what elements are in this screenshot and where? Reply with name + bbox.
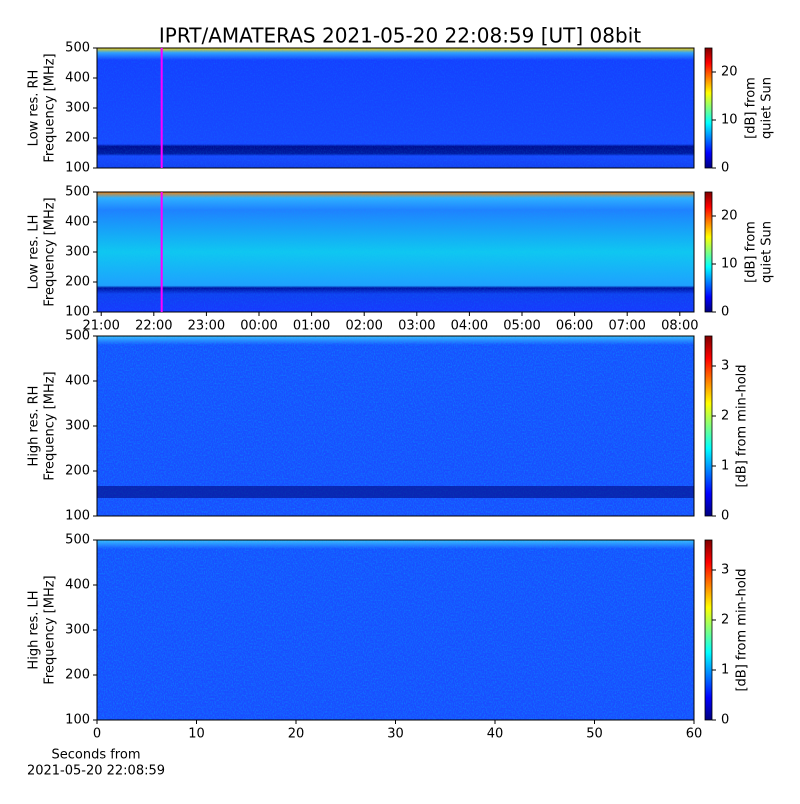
y-tick-label: 300 <box>65 419 90 434</box>
colorbar-tick-label: 0 <box>721 509 729 524</box>
y-axis-label: Frequency [MHz] <box>43 371 58 480</box>
spectrogram-texture <box>97 540 694 720</box>
colorbar-tick-label: 0 <box>721 161 729 176</box>
y-tick-label: 200 <box>65 275 90 290</box>
colorbar-tick-label: 3 <box>721 563 729 578</box>
y-tick-label: 300 <box>65 623 90 638</box>
colorbar-tick-label: 2 <box>721 409 729 424</box>
colorbar-label: quiet Sun <box>760 77 775 139</box>
y-tick-label: 500 <box>65 41 90 56</box>
x-tick-label: 05:00 <box>503 319 540 334</box>
colorbar <box>704 47 713 169</box>
y-tick-label: 200 <box>65 668 90 683</box>
x-tick-label: 20 <box>288 727 305 742</box>
y-tick-label: 200 <box>65 464 90 479</box>
spectrogram-images <box>97 48 694 720</box>
colorbar-label: [dB] from <box>744 77 759 139</box>
spectrogram-band <box>97 486 694 498</box>
y-tick-label: 400 <box>65 578 90 593</box>
x-tick-label: 03:00 <box>398 319 435 334</box>
x-tick-label: 07:00 <box>608 319 645 334</box>
y-axis-label: Low res. LH <box>27 215 42 290</box>
colorbar-tick-label: 1 <box>721 459 729 474</box>
x-tick-label: 10 <box>188 727 205 742</box>
y-tick-label: 200 <box>65 131 90 146</box>
colorbar <box>704 191 713 313</box>
colorbar-label: quiet Sun <box>760 221 775 283</box>
x-tick-label: 23:00 <box>188 319 225 334</box>
x-tick-label: 50 <box>586 727 603 742</box>
y-axis-label: Frequency [MHz] <box>43 197 58 306</box>
colorbar-tick-label: 20 <box>721 209 738 224</box>
spectrogram-texture <box>97 192 694 312</box>
x-tick-label: 02:00 <box>345 319 382 334</box>
colorbar-tick-label: 10 <box>721 113 738 128</box>
y-axis-label: Low res. RH <box>27 70 42 147</box>
colorbar-tick-label: 2 <box>721 613 729 628</box>
y-tick-label: 400 <box>65 374 90 389</box>
x-tick-label: 60 <box>686 727 703 742</box>
y-tick-label: 300 <box>65 245 90 260</box>
y-tick-label: 500 <box>65 329 90 344</box>
colorbar-tick-label: 0 <box>721 305 729 320</box>
y-tick-label: 500 <box>65 185 90 200</box>
colorbar-tick-label: 3 <box>721 359 729 374</box>
x-tick-label: 06:00 <box>556 319 593 334</box>
x-tick-label: 30 <box>387 727 404 742</box>
x-axis-label: Seconds from <box>51 748 140 763</box>
y-tick-label: 100 <box>65 161 90 176</box>
x-tick-label: 08:00 <box>661 319 698 334</box>
y-axis-label: Frequency [MHz] <box>43 53 58 162</box>
y-tick-label: 500 <box>65 533 90 548</box>
colorbar <box>704 335 713 517</box>
x-tick-label: 01:00 <box>293 319 330 334</box>
colorbar-label: [dB] from min-hold <box>735 364 750 487</box>
y-axis-label: Frequency [MHz] <box>43 575 58 684</box>
spectrogram-texture <box>97 48 694 168</box>
y-axis-label: High res. LH <box>27 590 42 669</box>
x-tick-label: 0 <box>93 727 101 742</box>
colorbar-tick-label: 20 <box>721 65 738 80</box>
colorbar-tick-label: 1 <box>721 663 729 678</box>
colorbar-tick-label: 0 <box>721 713 729 728</box>
y-tick-label: 300 <box>65 101 90 116</box>
y-tick-label: 400 <box>65 71 90 86</box>
colorbar-tick-label: 10 <box>721 257 738 272</box>
x-axis-label: 2021-05-20 22:08:59 <box>27 764 165 779</box>
y-tick-label: 100 <box>65 509 90 524</box>
x-tick-label: 21:00 <box>82 319 119 334</box>
y-axis-label: High res. RH <box>27 386 42 467</box>
x-tick-label: 22:00 <box>135 319 172 334</box>
figure-title: IPRT/AMATERAS 2021-05-20 22:08:59 [UT] 0… <box>159 24 641 48</box>
y-tick-label: 100 <box>65 305 90 320</box>
colorbar <box>704 539 713 721</box>
x-tick-label: 00:00 <box>240 319 277 334</box>
y-tick-label: 400 <box>65 215 90 230</box>
y-tick-label: 100 <box>65 713 90 728</box>
x-tick-label: 40 <box>487 727 504 742</box>
colorbar-label: [dB] from <box>744 221 759 283</box>
colorbar-label: [dB] from min-hold <box>735 568 750 691</box>
x-tick-label: 04:00 <box>451 319 488 334</box>
